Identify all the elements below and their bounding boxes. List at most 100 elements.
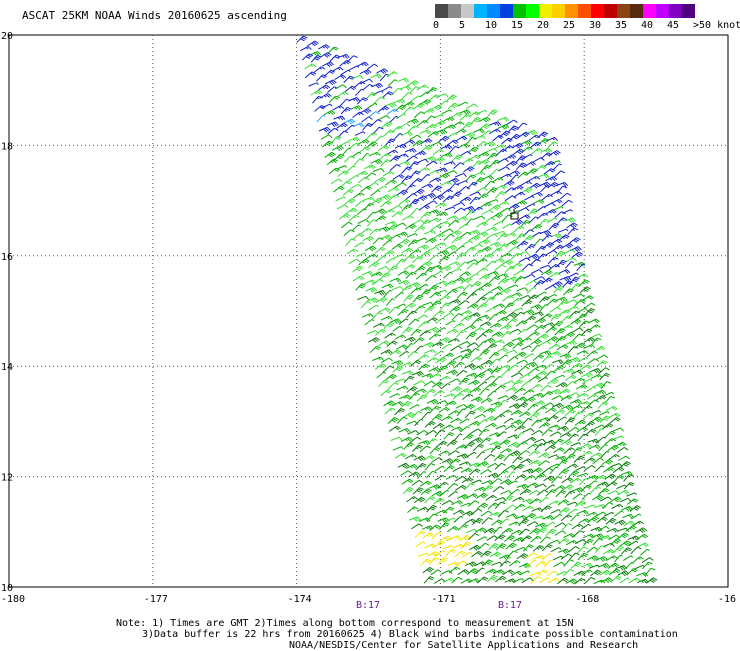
wind-barb [629, 505, 641, 512]
wind-barb [504, 195, 517, 202]
wind-barb [545, 407, 557, 414]
wind-barb [454, 550, 466, 558]
wind-barb [415, 541, 426, 548]
wind-barb [460, 277, 473, 285]
wind-barb [596, 436, 606, 444]
wind-barb [359, 108, 372, 114]
wind-barb [395, 378, 406, 383]
wind-barb [358, 146, 371, 154]
wind-barb [464, 210, 475, 219]
wind-barb [522, 389, 535, 396]
wind-barb [419, 91, 430, 98]
wind-barb [548, 222, 560, 231]
wind-barb [579, 286, 591, 294]
wind-barb [462, 433, 474, 441]
wind-barb [450, 112, 463, 119]
wind-barb [478, 428, 490, 437]
wind-barb [402, 101, 415, 108]
wind-barb [533, 400, 545, 406]
wind-barb [415, 462, 427, 471]
wind-barb [385, 257, 396, 264]
wind-barb [468, 532, 480, 541]
wind-barb [448, 145, 460, 154]
wind-barb [381, 86, 393, 92]
wind-barb [604, 473, 617, 480]
wind-barb [327, 46, 339, 54]
wind-barb [503, 380, 516, 385]
wind-barb [535, 206, 546, 213]
wind-barb [496, 431, 507, 438]
wind-barb [576, 350, 589, 355]
wind-barb [578, 320, 590, 328]
wind-barb [437, 517, 450, 523]
wind-barb [564, 490, 576, 498]
wind-barb [470, 116, 481, 125]
wind-barb [435, 550, 446, 557]
wind-barb [367, 102, 378, 109]
wind-barb [636, 578, 649, 584]
wind-barbs-swath [296, 35, 658, 585]
wind-barb [456, 453, 469, 460]
wind-barb [473, 128, 485, 134]
wind-barb [321, 140, 334, 148]
wind-barb [527, 294, 539, 302]
wind-barb [547, 181, 559, 189]
wind-barb [463, 283, 474, 292]
wind-barb [607, 490, 620, 495]
wind-barb [502, 223, 513, 230]
wind-barb [456, 408, 466, 417]
wind-barb [515, 162, 527, 170]
wind-barb [491, 286, 504, 292]
wind-barb [524, 243, 536, 252]
wind-barb [364, 245, 377, 252]
wind-barb [536, 527, 548, 535]
wind-barb [489, 241, 502, 248]
wind-barb [525, 280, 538, 286]
wind-barb [442, 545, 454, 550]
wind-barb [445, 94, 457, 102]
wind-barb [604, 438, 617, 445]
wind-barb [513, 578, 524, 583]
wind-barb [429, 446, 441, 455]
wind-barb [424, 305, 435, 314]
wind-barb [524, 315, 537, 322]
wind-barb [494, 384, 507, 392]
wind-barb [565, 578, 578, 585]
wind-barb [524, 353, 535, 359]
wind-barb [513, 269, 524, 276]
wind-barb [424, 156, 437, 162]
wind-barb [520, 140, 533, 146]
wind-barb [476, 492, 488, 499]
wind-barb [446, 288, 459, 296]
wind-barb [608, 412, 621, 419]
wind-barb [440, 415, 453, 422]
wind-barb [508, 521, 521, 526]
legend-swatch [604, 4, 617, 18]
wind-barb [487, 502, 499, 510]
wind-barb [356, 170, 369, 177]
wind-barb [470, 437, 483, 443]
wind-barb [411, 177, 423, 185]
wind-barb [609, 417, 621, 424]
wind-barb [510, 292, 523, 298]
wind-barb [465, 372, 478, 378]
wind-barb [383, 321, 395, 330]
wind-barb [455, 484, 467, 491]
wind-barb [408, 318, 420, 326]
wind-barb [511, 142, 524, 149]
wind-barb [430, 104, 443, 111]
wind-barb [566, 463, 579, 469]
wind-barb [566, 222, 578, 229]
wind-barb [318, 44, 330, 50]
wind-barb [351, 74, 364, 80]
wind-barb [614, 519, 627, 526]
wind-barb [453, 162, 465, 169]
wind-barb [480, 164, 492, 173]
wind-barb [452, 466, 463, 473]
wind-barb [600, 450, 610, 459]
wind-barb [401, 370, 414, 376]
wind-barb [332, 145, 344, 151]
wind-barb [418, 321, 430, 328]
wind-barb [617, 570, 630, 577]
wind-barb [465, 174, 477, 182]
